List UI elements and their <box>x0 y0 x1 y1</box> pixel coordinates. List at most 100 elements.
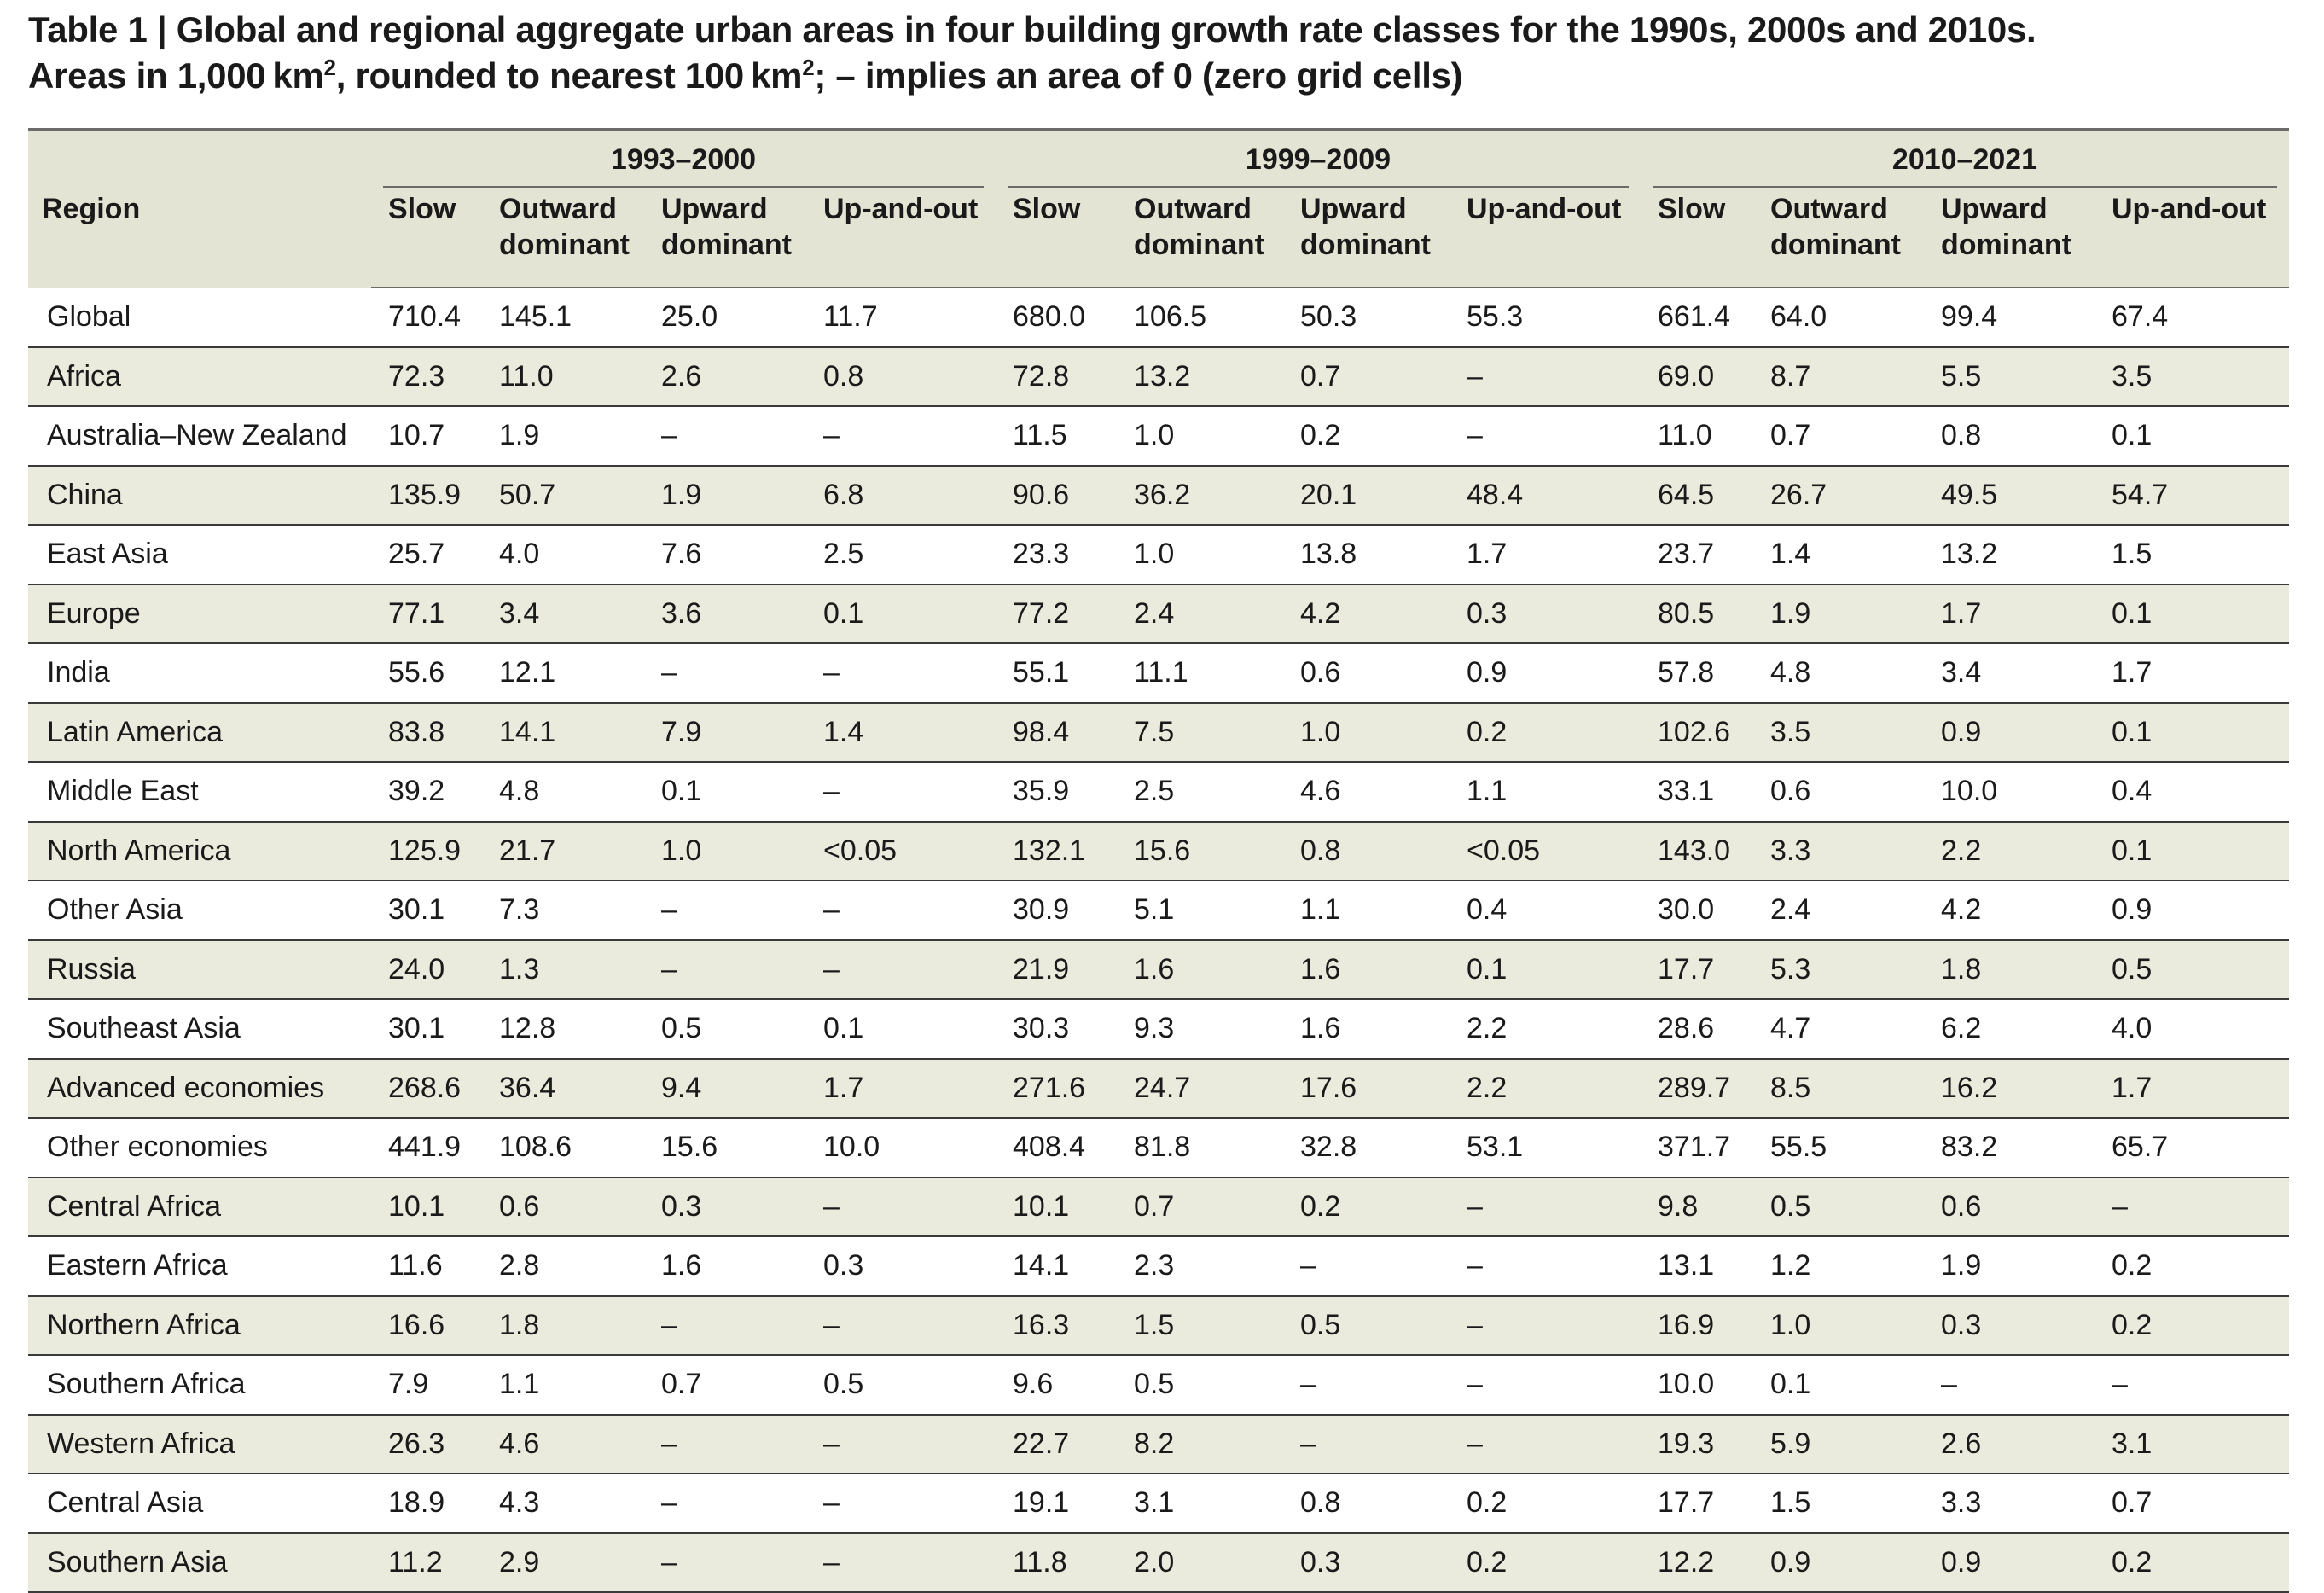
value-cell: 24.7 <box>1117 1058 1283 1119</box>
value-cell: 30.1 <box>371 881 482 941</box>
class-column-header: Up-and-out <box>806 188 996 288</box>
value-cell: 0.3 <box>806 1236 996 1297</box>
class-header-line: Slow <box>1013 193 1081 225</box>
value-cell: 0.7 <box>1283 346 1450 407</box>
value-cell: – <box>1450 1295 1641 1356</box>
value-cell: 0.1 <box>806 999 996 1060</box>
value-cell: – <box>1450 406 1641 467</box>
value-cell: – <box>806 1474 996 1534</box>
value-cell: 23.7 <box>1641 525 1753 585</box>
value-cell: 49.5 <box>1924 465 2095 526</box>
value-cell: 4.6 <box>1283 762 1450 823</box>
value-cell: 0.6 <box>1753 762 1924 823</box>
table-row: Russia 24.0 1.3– –21.9 1.6 1.6 0.1 17.7 5.3 1.8 0.… <box>28 939 2289 1000</box>
value-cell: 1.6 <box>1283 999 1450 1060</box>
class-header-line: Up-and-out <box>823 193 979 225</box>
value-cell: 1.0 <box>1283 702 1450 763</box>
value-cell: 0.5 <box>806 1355 996 1416</box>
superscript-2: 2 <box>802 55 815 80</box>
value-cell: – <box>1283 1236 1450 1297</box>
value-cell: – <box>644 1532 806 1593</box>
value-cell: 661.4 <box>1641 288 1753 348</box>
value-cell: 20.1 <box>1283 465 1450 526</box>
value-cell: 145.1 <box>482 288 644 348</box>
value-cell: 2.2 <box>1450 999 1641 1060</box>
table-row: Central Asia 18.9 4.3– –19.1 3.1 0.8 0.2 17.7 1.… <box>28 1474 2289 1534</box>
value-cell: 9.6 <box>996 1355 1117 1416</box>
value-cell: 12.8 <box>482 999 644 1060</box>
value-cell: 106.5 <box>1117 288 1283 348</box>
period-header: 1993–2000 <box>371 128 996 189</box>
value-cell: 135.9 <box>371 465 482 526</box>
value-cell: 50.7 <box>482 465 644 526</box>
table-row: Africa 72.3 11.0 2.6 0.8 72.8 13.2 0.7–69.0 8.7 5… <box>28 346 2289 407</box>
value-cell: – <box>806 881 996 941</box>
value-cell: 4.6 <box>482 1414 644 1474</box>
value-cell: 10.1 <box>996 1177 1117 1237</box>
value-cell: 25.7 <box>371 525 482 585</box>
value-cell: 16.6 <box>371 1295 482 1356</box>
value-cell: 132.1 <box>996 821 1117 881</box>
value-cell: 11.6 <box>371 1236 482 1297</box>
region-cell: Other economies <box>28 1118 371 1178</box>
value-cell: 5.9 <box>1753 1414 1924 1474</box>
value-cell: 1.9 <box>482 406 644 467</box>
class-header-line: Up-and-out <box>1467 193 1622 225</box>
table-row: Central Africa 10.1 0.6 0.3–10.1 0.7 0.2–9.8 0… <box>28 1177 2289 1237</box>
value-cell: – <box>1924 1355 2095 1416</box>
value-cell: 5.3 <box>1753 939 1924 1000</box>
value-cell: 289.7 <box>1641 1058 1753 1119</box>
value-cell: – <box>644 643 806 704</box>
value-cell: – <box>644 406 806 467</box>
value-cell: 14.1 <box>482 702 644 763</box>
table-row: India 55.6 12.1– –55.1 11.1 0.6 0.9 57.8 4.8 3.4 1… <box>28 643 2289 704</box>
value-cell: 1.7 <box>2095 1058 2289 1119</box>
value-cell: 108.6 <box>482 1118 644 1178</box>
caption-line-1: Table 1 | Global and regional aggregate … <box>28 9 2036 49</box>
table-row: North America 125.9 21.7 1.0 <0.05 132.1 15.6 0… <box>28 821 2289 881</box>
value-cell: 55.3 <box>1450 288 1641 348</box>
value-cell: 0.1 <box>1450 939 1641 1000</box>
value-cell: 10.0 <box>1924 762 2095 823</box>
class-header-line: dominant <box>1134 229 1264 261</box>
value-cell: 3.4 <box>482 584 644 644</box>
value-cell: 30.3 <box>996 999 1117 1060</box>
value-cell: 7.6 <box>644 525 806 585</box>
value-cell: 680.0 <box>996 288 1117 348</box>
value-cell: – <box>806 643 996 704</box>
value-cell: 17.7 <box>1641 939 1753 1000</box>
value-cell: 1.7 <box>1924 584 2095 644</box>
superscript-2: 2 <box>323 55 336 80</box>
value-cell: – <box>644 1414 806 1474</box>
value-cell: 11.1 <box>1117 643 1283 704</box>
table-header: Region 1993–2000 1999–2009 2010–2021 Slo… <box>28 128 2289 288</box>
table-row: Other economies 441.9 108.6 15.6 10.0 408.4 81… <box>28 1118 2289 1178</box>
value-cell: 0.1 <box>2095 702 2289 763</box>
class-header-line: Upward <box>1941 193 2048 225</box>
value-cell: 10.1 <box>371 1177 482 1237</box>
value-cell: 1.6 <box>1283 939 1450 1000</box>
value-cell: – <box>1283 1414 1450 1474</box>
value-cell: 18.9 <box>371 1474 482 1534</box>
table-row: Global 710.4 145.1 25.0 11.7 680.0 106.5 50.3 55… <box>28 288 2289 348</box>
class-header-line: Upward <box>1300 193 1407 225</box>
class-header-row: Slow Outward dominant Upward dominant Up-and-… <box>28 188 2289 288</box>
class-header-line: Upward <box>661 193 768 225</box>
value-cell: 4.0 <box>2095 999 2289 1060</box>
value-cell: 11.8 <box>996 1532 1117 1593</box>
value-cell: 0.6 <box>1924 1177 2095 1237</box>
value-cell: 2.3 <box>1117 1236 1283 1297</box>
value-cell: 13.2 <box>1924 525 2095 585</box>
value-cell: 15.6 <box>1117 821 1283 881</box>
value-cell: 30.9 <box>996 881 1117 941</box>
value-cell: 0.2 <box>1450 702 1641 763</box>
value-cell: 16.3 <box>996 1295 1117 1356</box>
value-cell: 1.0 <box>1753 1295 1924 1356</box>
value-cell: 30.0 <box>1641 881 1753 941</box>
value-cell: 1.6 <box>1117 939 1283 1000</box>
value-cell: 0.2 <box>2095 1532 2289 1593</box>
value-cell: 1.8 <box>1924 939 2095 1000</box>
value-cell: 12.1 <box>482 643 644 704</box>
region-cell: North America <box>28 821 371 881</box>
value-cell: 1.8 <box>482 1295 644 1356</box>
